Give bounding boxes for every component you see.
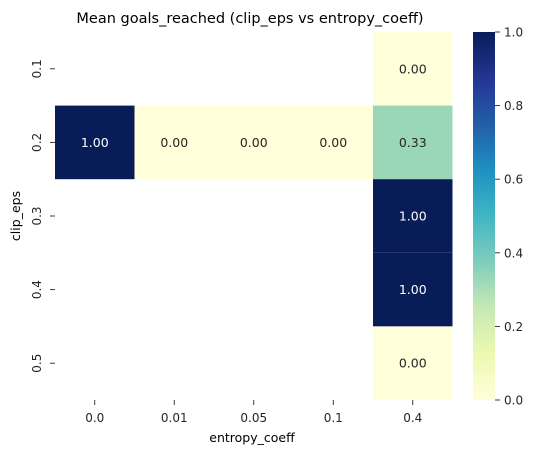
heatmap-cell (373, 32, 453, 106)
x-tick-label: 0.05 (240, 411, 267, 425)
y-tick-label: 0.1 (30, 59, 44, 78)
x-axis: 0.0 0.01 0.05 0.1 0.4 (85, 400, 422, 425)
colorbar (473, 32, 495, 400)
x-axis-label: entropy_coeff (209, 430, 295, 445)
cell-value-label: 0.33 (399, 135, 427, 150)
cell-value-label: 0.00 (319, 135, 347, 150)
colorbar-tick-label: 0.0 (504, 394, 523, 408)
chart-title: Mean goals_reached (clip_eps vs entropy_… (76, 11, 423, 27)
heatmap-cell (214, 105, 294, 180)
colorbar-tick-label: 1.0 (504, 26, 523, 40)
cell-value-label: 0.00 (160, 135, 188, 150)
heatmap-cell (373, 326, 453, 400)
cell-value-label: 1.00 (81, 135, 109, 150)
colorbar-tick-label: 0.2 (504, 320, 523, 334)
heatmap-cell (373, 252, 453, 327)
heatmap-cell (55, 105, 135, 180)
colorbar-tick-label: 0.8 (504, 99, 523, 113)
colorbar-tick-label: 0.6 (504, 173, 523, 187)
colorbar-ticks: 0.0 0.2 0.4 0.6 0.8 1.0 (495, 26, 523, 408)
cell-value-label: 1.00 (399, 282, 427, 297)
heatmap-cell (134, 105, 214, 180)
y-tick-label: 0.4 (30, 280, 44, 299)
x-tick-label: 0.4 (403, 411, 422, 425)
y-tick-label: 0.2 (30, 133, 44, 152)
heatmap-cell (373, 179, 453, 253)
cell-value-label: 0.00 (240, 135, 268, 150)
colorbar-tick-label: 0.4 (504, 246, 523, 260)
cell-value-label: 0.00 (399, 61, 427, 76)
cell-value-label: 0.00 (399, 356, 427, 371)
cell-value-label: 1.00 (399, 209, 427, 224)
y-tick-label: 0.5 (30, 354, 44, 373)
x-tick-label: 0.01 (161, 411, 188, 425)
y-axis: 0.1 0.2 0.3 0.4 0.5 (30, 59, 55, 373)
y-axis-label: clip_eps (8, 191, 23, 241)
heatmap-cell-labels: 0.00 1.00 0.00 0.00 0.00 0.33 1.00 1.00 0.00 (81, 61, 427, 370)
x-tick-label: 0.1 (324, 411, 343, 425)
heatmap-cell (373, 105, 453, 180)
y-tick-label: 0.3 (30, 206, 44, 225)
x-tick-label: 0.0 (85, 411, 104, 425)
heatmap-cell (293, 105, 373, 180)
heatmap-cells (55, 32, 453, 400)
